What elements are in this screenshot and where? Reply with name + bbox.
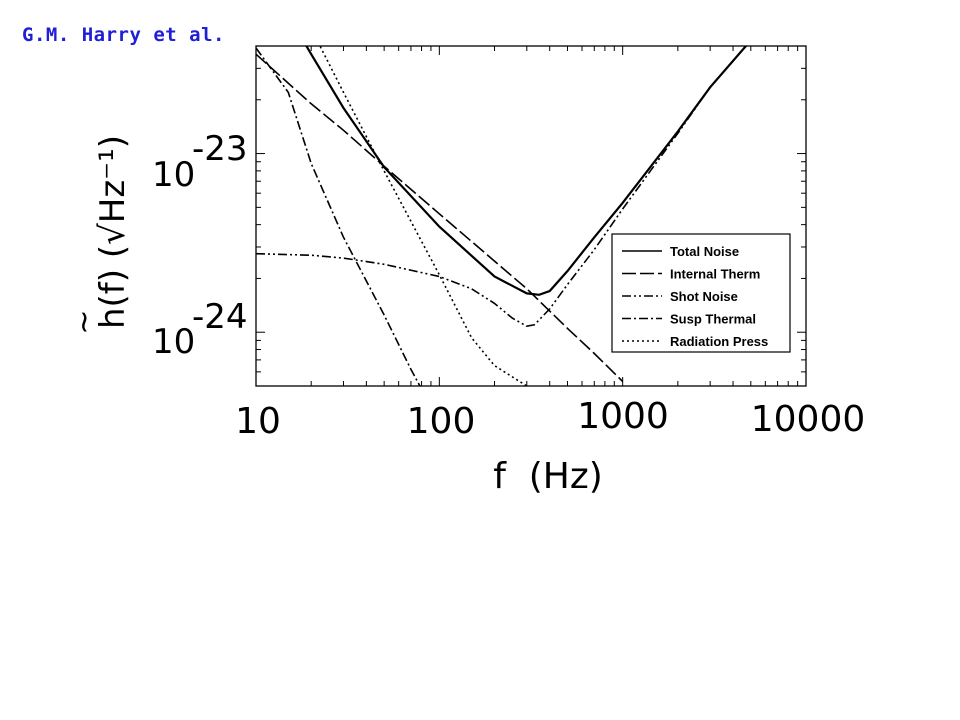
plot-frame [255, 45, 807, 387]
y-axis-label: h(f) (√Hz⁻¹) [93, 135, 133, 329]
legend-label: Susp Thermal [670, 312, 756, 327]
x-tick-labels: 10 100 1000 10000 [235, 396, 865, 442]
author-credit: G.M. Harry et al. [22, 24, 225, 46]
series-line-internal-therm [256, 53, 624, 383]
series-line-total-noise [305, 46, 748, 296]
legend-label: Internal Therm [670, 267, 760, 282]
legend-label: Shot Noise [670, 289, 738, 304]
x-tick-label: 1000 [577, 396, 669, 437]
legend-label: Total Noise [670, 244, 739, 259]
x-axis-label: f (Hz) [493, 456, 603, 497]
series-line-shot-noise [256, 46, 747, 328]
y-tick-base: 10 [152, 322, 195, 362]
tilde-mark: ~ [67, 309, 102, 334]
minor-ticks [255, 46, 806, 387]
x-tick-label: 10000 [751, 399, 866, 440]
series-layer [256, 46, 748, 386]
x-tick-label: 100 [407, 401, 476, 442]
y-tick-labels: 10 -23 10 -24 [152, 129, 248, 362]
series-line-radiation-press [319, 46, 528, 386]
legend: Total Noise Internal Therm Shot Noise Susp … [611, 233, 791, 353]
legend-label: Radiation Press [670, 334, 768, 349]
y-tick-exponent: -24 [192, 297, 248, 337]
legend-box [611, 233, 791, 353]
x-tick-label: 10 [235, 401, 281, 442]
series-line-susp-thermal [256, 47, 421, 386]
y-tick-base: 10 [152, 155, 195, 195]
y-tick-exponent: -23 [192, 129, 248, 169]
